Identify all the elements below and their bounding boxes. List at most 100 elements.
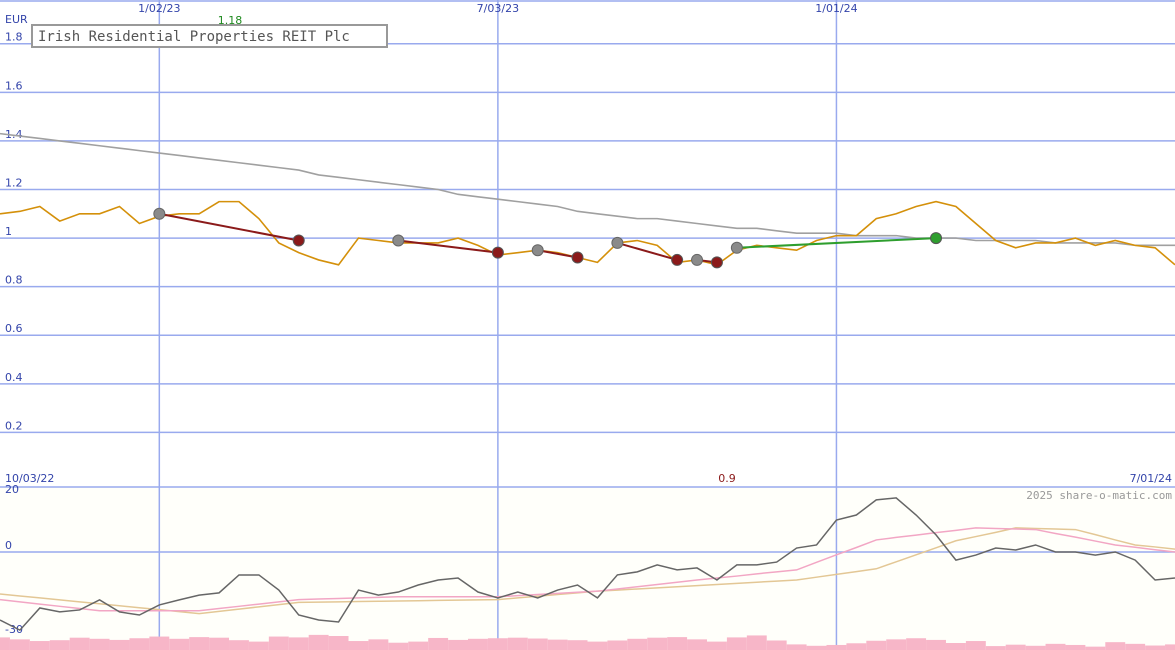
oscillator-line xyxy=(0,497,1175,632)
price-line xyxy=(0,132,1175,247)
histogram-bar xyxy=(308,634,329,650)
histogram-bar xyxy=(906,638,927,650)
histogram-bar xyxy=(1045,643,1066,650)
histogram-bar xyxy=(846,643,867,650)
histogram-bar xyxy=(189,637,210,650)
histogram-bar xyxy=(129,638,150,650)
histogram-bar xyxy=(209,637,230,650)
histogram-bar xyxy=(527,638,548,650)
histogram-bar xyxy=(647,637,668,650)
histogram-bar xyxy=(1105,642,1126,650)
histogram-bar xyxy=(766,640,787,650)
histogram-bar xyxy=(1025,645,1046,650)
histogram-bar xyxy=(268,636,289,650)
exit-dot xyxy=(710,256,723,269)
histogram-bar xyxy=(229,640,249,650)
trade-line xyxy=(159,212,299,242)
histogram-bar xyxy=(507,637,528,650)
y-tick-label: 1 xyxy=(5,225,12,238)
histogram-bar xyxy=(826,644,847,650)
histogram-bar xyxy=(926,639,946,650)
histogram-bar xyxy=(726,637,747,650)
histogram-bar xyxy=(607,640,628,650)
high-label: 1.18 xyxy=(218,14,243,27)
histogram-bar xyxy=(687,639,707,650)
entry-dot xyxy=(153,207,166,220)
y-tick-label: 1.6 xyxy=(5,79,23,92)
y-tick-label: 0 xyxy=(5,539,12,552)
x-tick-label: 1/01/24 xyxy=(815,2,857,15)
histogram-bar xyxy=(149,636,170,650)
low-label: 0.9 xyxy=(718,472,736,485)
histogram-bar xyxy=(0,637,10,650)
y-tick-label: 0.2 xyxy=(5,419,23,432)
chart-title: Irish Residential Properties REIT Plc xyxy=(38,29,350,45)
histogram-bar xyxy=(328,635,349,650)
histogram-bar xyxy=(89,638,110,650)
range-start: 10/03/22 xyxy=(5,472,54,485)
histogram-bar xyxy=(109,639,130,650)
y-tick-label: 20 xyxy=(5,483,19,496)
histogram-bar xyxy=(806,645,827,650)
histogram-bar xyxy=(965,641,986,650)
histogram-bar xyxy=(248,641,269,650)
histogram-bar xyxy=(29,641,50,650)
y-tick-label: 1.8 xyxy=(5,31,23,44)
histogram-bar xyxy=(567,640,588,650)
histogram-bar xyxy=(786,644,807,650)
histogram-bar xyxy=(49,640,70,650)
histogram-bar xyxy=(985,646,1006,650)
histogram-bar xyxy=(1125,643,1146,650)
trade-line xyxy=(736,237,937,249)
range-end: 7/01/24 xyxy=(1130,472,1172,485)
histogram-bar xyxy=(69,637,90,650)
x-tick-label: 7/03/23 xyxy=(477,2,519,15)
x-tick-label: 1/02/23 xyxy=(138,2,180,15)
lower-panel xyxy=(0,487,1175,650)
entry-dot xyxy=(611,236,624,249)
histogram-bar xyxy=(627,638,648,650)
y-tick-label: 1.4 xyxy=(5,128,23,141)
exit-dot xyxy=(571,251,584,264)
histogram-bar xyxy=(487,638,508,650)
histogram-bar xyxy=(866,640,887,650)
histogram-bar xyxy=(667,637,688,650)
histogram-bar xyxy=(706,641,727,650)
histogram-bar xyxy=(1005,644,1026,650)
histogram-bar xyxy=(368,639,389,650)
trade-line xyxy=(398,239,499,254)
y-tick-label: -30 xyxy=(5,623,23,636)
exit-dot xyxy=(292,234,305,247)
histogram-bar xyxy=(9,639,30,650)
y-tick-label: 1.2 xyxy=(5,176,23,189)
credit: 2025 share-o-matic.com xyxy=(1026,489,1172,502)
exit-dot xyxy=(930,232,943,245)
unit-label: EUR xyxy=(5,13,28,26)
histogram-bar xyxy=(448,639,469,650)
trade-line xyxy=(617,241,678,261)
trade-line xyxy=(537,249,578,259)
histogram-bar xyxy=(1065,644,1086,650)
entry-dot xyxy=(730,241,743,254)
histogram-bar xyxy=(746,635,767,650)
histogram-bar xyxy=(408,641,429,650)
y-tick-label: 0.6 xyxy=(5,322,23,335)
histogram-bar xyxy=(169,638,190,650)
histogram-bar xyxy=(1165,644,1175,650)
histogram-bar xyxy=(288,637,309,650)
histogram-bar xyxy=(547,639,568,650)
price-line xyxy=(0,200,1175,266)
exit-dot xyxy=(671,253,684,266)
histogram-bar xyxy=(348,641,369,650)
histogram-bar xyxy=(945,642,966,650)
exit-dot xyxy=(491,246,504,259)
entry-dot xyxy=(531,244,544,257)
histogram-bar xyxy=(388,642,409,650)
entry-dot xyxy=(392,234,405,247)
histogram-bar xyxy=(428,637,449,650)
histogram-bar xyxy=(468,638,488,650)
title-box xyxy=(31,24,388,48)
histogram-bar xyxy=(886,639,907,650)
histogram-bar xyxy=(1085,646,1106,650)
